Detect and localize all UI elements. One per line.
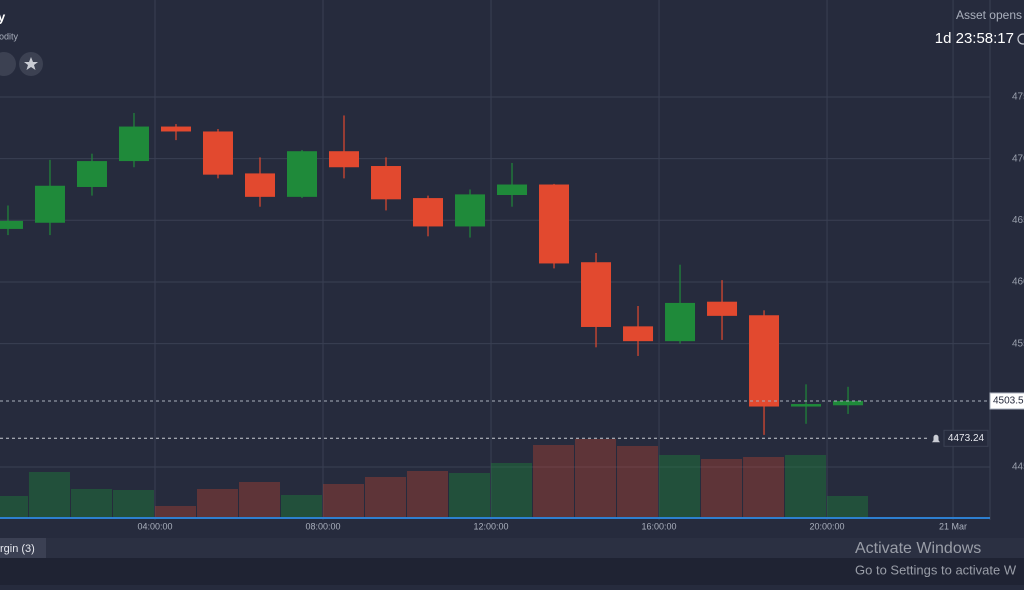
volume-bar <box>154 506 196 518</box>
x-tick-label: 16:00:00 <box>641 521 676 531</box>
candle-body <box>244 173 275 197</box>
volume-bar <box>407 471 449 518</box>
candle-body <box>0 220 23 229</box>
candle-body <box>791 404 822 407</box>
watermark-text: Go to Settings to activate W <box>855 562 1017 577</box>
candle-body <box>76 161 107 187</box>
y-tick-label: 465 <box>1012 215 1024 226</box>
candle-body <box>581 262 612 327</box>
overlay: 4503.5 4473.24 <box>0 392 1024 447</box>
tab-bar <box>0 538 1024 558</box>
volume-bar <box>827 496 869 518</box>
volume-bar <box>28 472 70 518</box>
volume-bar <box>0 496 28 518</box>
volume-bar <box>617 446 659 518</box>
y-tick-label: 470 <box>1012 153 1024 164</box>
volume-bar <box>575 439 617 518</box>
current-price-box <box>989 392 1024 410</box>
alert-label: 4473.24 <box>948 433 985 444</box>
volume-bar <box>491 463 533 518</box>
footer <box>0 558 1024 585</box>
volume-bar <box>659 455 701 518</box>
candle-body <box>455 194 486 227</box>
y-tick-label: 475 <box>1012 92 1024 103</box>
volume-bar <box>449 473 491 518</box>
volume-bar <box>280 495 322 518</box>
candle-body <box>34 185 65 223</box>
candle-body <box>413 198 444 227</box>
candle-body <box>371 166 402 200</box>
candle-body <box>707 301 738 316</box>
countdown: 1d 23:58:17 <box>935 30 1014 47</box>
volume-bar <box>785 455 827 518</box>
candle-body <box>286 151 317 197</box>
volume-bar <box>196 489 238 518</box>
volume-bar <box>322 484 365 518</box>
volume-bar <box>743 457 785 518</box>
x-tick-label: 12:00:00 <box>473 521 508 531</box>
candle-body <box>118 126 149 162</box>
candle-layer <box>0 112 864 435</box>
tab[interactable] <box>0 538 46 558</box>
candle-body <box>202 131 233 175</box>
candle-body <box>497 184 528 195</box>
tab-label[interactable]: rgin (3) <box>0 543 35 555</box>
volume-layer <box>0 439 869 518</box>
x-tick-label: 04:00:00 <box>137 521 172 531</box>
y-tick-label: 445 <box>1012 462 1024 473</box>
candle-body <box>623 326 654 342</box>
candle-body <box>749 315 780 407</box>
clock-icon <box>1017 33 1024 45</box>
x-tick-label: 08:00:00 <box>305 521 340 531</box>
x-tick-label: 21 Mar <box>939 521 967 531</box>
y-tick-label: 460 <box>1012 277 1024 288</box>
y-tick-label: 455 <box>1012 338 1024 349</box>
bell-icon <box>932 434 940 443</box>
candle-body <box>329 151 360 168</box>
candle-body <box>833 400 864 406</box>
volume-bar <box>70 489 112 518</box>
watermark-title: Activate Windows <box>855 540 981 557</box>
volume-bar <box>701 459 743 518</box>
candle-body <box>539 184 570 264</box>
candle-body <box>160 126 191 132</box>
asset-type: odity <box>0 31 19 41</box>
alert-box <box>943 429 989 447</box>
asset-status: Asset opens <box>956 8 1022 22</box>
x-tick-label: 20:00:00 <box>810 521 845 531</box>
candle-body <box>665 302 696 342</box>
chart-button[interactable] <box>0 52 16 76</box>
asset-name: y <box>0 9 6 24</box>
star-icon <box>24 57 38 70</box>
volume-bar <box>112 490 154 518</box>
volume-bar <box>238 482 280 518</box>
volume-bar <box>365 477 407 518</box>
volume-bar <box>533 445 575 518</box>
current-price-label: 4503.5 <box>993 396 1024 407</box>
grid: 475 470 465 460 455 445 04:00:00 08:00:00 12:00:… <box>0 0 1024 531</box>
